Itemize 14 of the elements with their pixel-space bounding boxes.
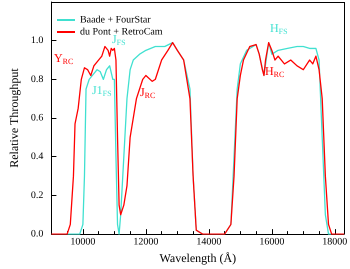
legend-label: Baade + FourStar bbox=[80, 14, 152, 26]
y-axis-title: Relative Throughput bbox=[7, 68, 21, 168]
x-axis-title: Wavelength (Å) bbox=[159, 251, 236, 265]
y-tick-label: 0.4 bbox=[30, 151, 44, 162]
y-tick-label: 0.2 bbox=[30, 190, 44, 201]
x-tick-label: 16000 bbox=[259, 236, 284, 248]
x-tick-label: 10000 bbox=[70, 236, 96, 248]
x-tick-label: 12000 bbox=[133, 236, 158, 248]
y-tick-label: 1.0 bbox=[30, 35, 44, 46]
y-tick-label: 0.6 bbox=[30, 112, 44, 124]
y-tick-label: 0.8 bbox=[30, 74, 44, 85]
y-tick-label: 0.0 bbox=[30, 228, 44, 240]
x-tick-label: 14000 bbox=[196, 236, 222, 248]
x-tick-label: 18000 bbox=[322, 236, 348, 248]
